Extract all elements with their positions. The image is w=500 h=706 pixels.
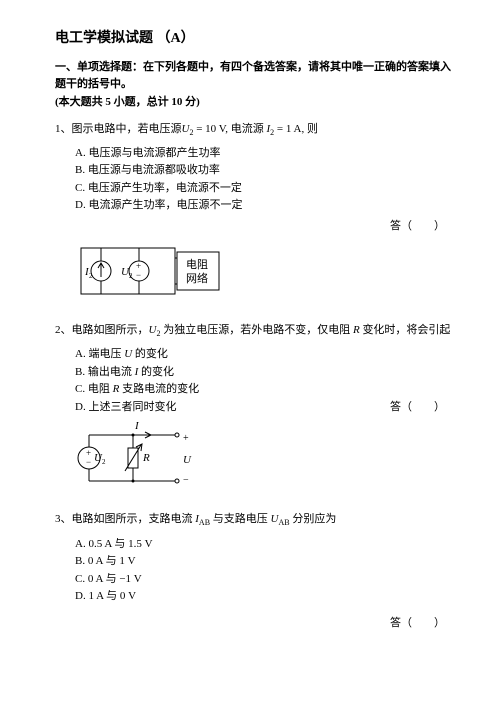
q3-answer-blank: 答（ ） bbox=[55, 615, 455, 632]
question-1: 1、图示电路中，若电压源U2 = 10 V, 电流源 I2 = 1 A, 则 A… bbox=[55, 121, 455, 305]
q3-stem-b: 与支路电压 bbox=[210, 513, 271, 525]
q2-num: 2、 bbox=[55, 324, 72, 336]
q3-stem-a: 电路如图所示，支路电流 bbox=[72, 513, 196, 525]
q1-stem: 1、图示电路中，若电压源U2 = 10 V, 电流源 I2 = 1 A, 则 bbox=[55, 121, 455, 139]
q2-stem-a: 电路如图所示， bbox=[72, 324, 149, 336]
q2-circuit-svg: I + − U 2 R bbox=[77, 421, 227, 493]
question-2: 2、电路如图所示，U2 为独立电压源，若外电路不变，仅电阻 R 变化时，将会引起… bbox=[55, 322, 455, 493]
q1-circuit-svg: I 2 + − U 2 电阻 网络 bbox=[77, 242, 237, 304]
q1-opt-d: D. 电流源产生功率，电压源不一定 bbox=[75, 197, 455, 214]
q2-stem-b: 为独立电压源，若外电路不变，仅电阻 bbox=[160, 324, 353, 336]
q2-opt-b: B. 输出电流 I 的变化 bbox=[75, 364, 455, 381]
question-3: 3、电路如图所示，支路电流 IAB 与支路电压 UAB 分别应为 A. 0.5 … bbox=[55, 511, 455, 631]
q2-opt-c: C. 电阻 R 支路电流的变化 bbox=[75, 381, 455, 398]
q1-stem-c: = 1 A, 则 bbox=[274, 123, 318, 135]
q2-opt-d: D. 上述三者同时变化答（ ） bbox=[75, 399, 455, 416]
q2-stem: 2、电路如图所示，U2 为独立电压源，若外电路不变，仅电阻 R 变化时，将会引起 bbox=[55, 322, 455, 340]
q1-opt-b: B. 电压源与电流源都吸收功率 bbox=[75, 162, 455, 179]
svg-text:2: 2 bbox=[89, 272, 93, 280]
svg-text:−: − bbox=[86, 457, 91, 467]
q2-var-r: R bbox=[353, 324, 360, 336]
q3-stem-c: 分别应为 bbox=[290, 513, 337, 525]
svg-text:2: 2 bbox=[102, 458, 106, 466]
svg-text:2: 2 bbox=[129, 272, 133, 280]
q1-figure: I 2 + − U 2 电阻 网络 bbox=[77, 242, 455, 304]
q1-stem-a: 图示电路中，若电压源 bbox=[72, 123, 182, 135]
q1-stem-b: = 10 V, 电流源 bbox=[193, 123, 266, 135]
q1-answer-blank: 答（ ） bbox=[55, 218, 455, 235]
q2-figure: I + − U 2 R bbox=[77, 421, 455, 493]
q3-options: A. 0.5 A 与 1.5 V B. 0 A 与 1 V C. 0 A 与 −… bbox=[55, 536, 455, 605]
q3-sub-i: AB bbox=[199, 519, 210, 528]
q1-opt-a: A. 电压源与电流源都产生功率 bbox=[75, 145, 455, 162]
svg-text:I: I bbox=[134, 421, 140, 432]
q1-fig-label2: 网络 bbox=[186, 271, 208, 285]
q3-opt-a: A. 0.5 A 与 1.5 V bbox=[75, 536, 455, 553]
section-header: 一、单项选择题：在下列各题中，有四个备选答案，请将其中唯一正确的答案填入题干的括… bbox=[55, 59, 455, 92]
q1-num: 1、 bbox=[55, 123, 72, 135]
q1-opt-c: C. 电压源产生功率，电流源不一定 bbox=[75, 180, 455, 197]
section-note: (本大题共 5 小题，总计 10 分) bbox=[55, 94, 455, 111]
q3-var-u: U bbox=[271, 513, 279, 525]
q3-opt-d: D. 1 A 与 0 V bbox=[75, 588, 455, 605]
exam-title: 电工学模拟试题 （A） bbox=[55, 28, 455, 49]
q2-opt-a: A. 端电压 U 的变化 bbox=[75, 346, 455, 363]
q1-fig-label1: 电阻 bbox=[186, 258, 208, 271]
svg-text:U: U bbox=[183, 454, 192, 466]
q3-sub-u: AB bbox=[279, 519, 290, 528]
q3-opt-b: B. 0 A 与 1 V bbox=[75, 553, 455, 570]
q3-stem: 3、电路如图所示，支路电流 IAB 与支路电压 UAB 分别应为 bbox=[55, 511, 455, 529]
q3-num: 3、 bbox=[55, 513, 72, 525]
q2-stem-c: 变化时，将会引起 bbox=[360, 324, 451, 336]
svg-text:R: R bbox=[142, 452, 150, 464]
q3-opt-c: C. 0 A 与 −1 V bbox=[75, 571, 455, 588]
q2-options: A. 端电压 U 的变化 B. 输出电流 I 的变化 C. 电阻 R 支路电流的… bbox=[55, 346, 455, 415]
q1-options: A. 电压源与电流源都产生功率 B. 电压源与电流源都吸收功率 C. 电压源产生… bbox=[55, 145, 455, 214]
svg-text:−: − bbox=[136, 270, 141, 280]
svg-text:−: − bbox=[183, 475, 189, 486]
svg-text:+: + bbox=[183, 433, 189, 444]
q2-answer-blank: 答（ ） bbox=[390, 399, 455, 416]
